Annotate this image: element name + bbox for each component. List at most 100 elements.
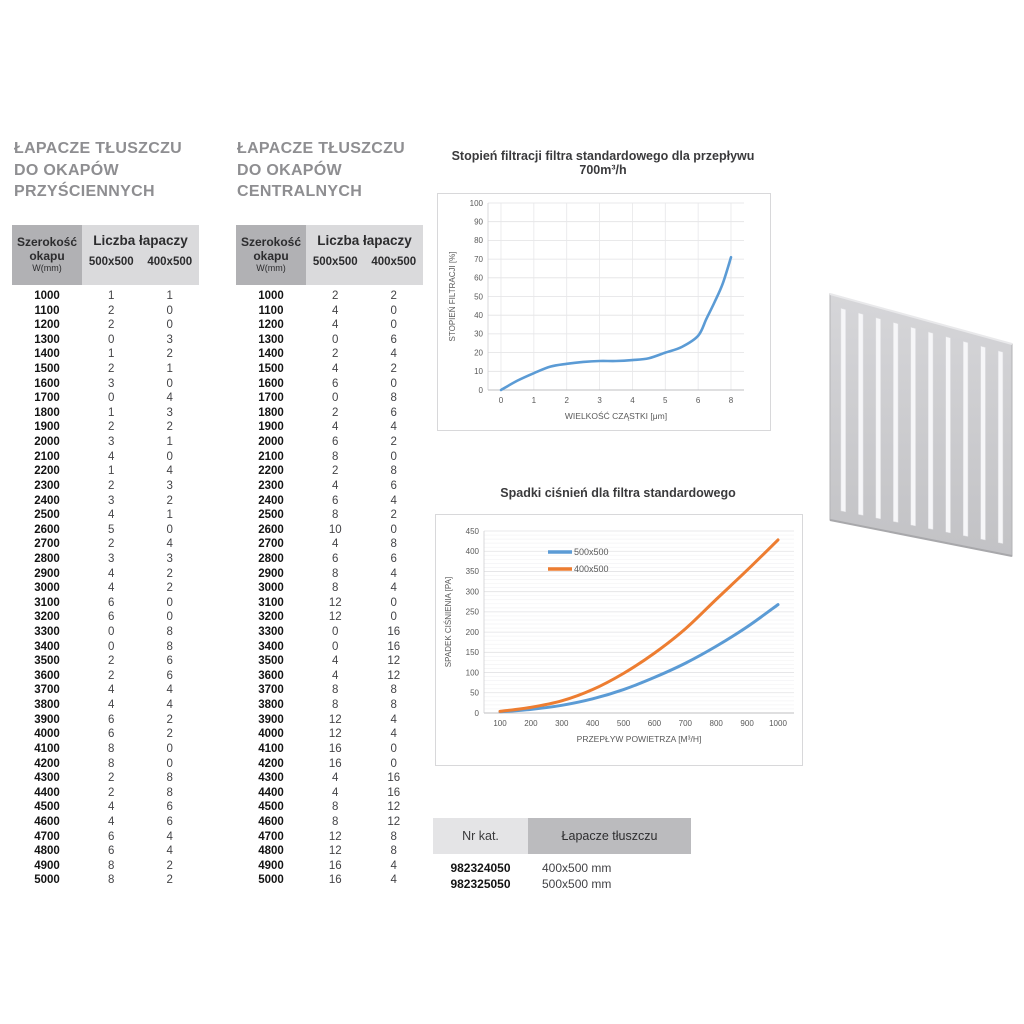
filter-slot xyxy=(980,345,986,541)
x-tick-label: 800 xyxy=(710,719,724,728)
cell-hood-width: 1400 xyxy=(34,348,60,361)
y-tick-label: 10 xyxy=(474,367,483,376)
table-row: 4300 2 8 xyxy=(12,771,199,786)
table-row: 1700 0 4 xyxy=(12,391,199,406)
cell-count-500x500: 2 xyxy=(332,465,339,478)
cell-hood-width: 2400 xyxy=(34,494,60,507)
cell-hood-width: 2900 xyxy=(34,567,60,580)
cell-count-500x500: 2 xyxy=(108,479,115,492)
cell-hood-width: 2300 xyxy=(258,479,284,492)
cell-hood-width: 3600 xyxy=(34,669,60,682)
y-tick-label: 300 xyxy=(466,587,480,596)
table-row: 3400 0 8 xyxy=(12,640,199,655)
wall-hoods-section-title: ŁAPACZE TŁUSZCZU DO OKAPÓW PRZYŚCIENNYCH xyxy=(14,138,214,203)
cell-count-500x500: 8 xyxy=(332,567,339,580)
cell-count-400x500: 8 xyxy=(390,699,397,712)
table-row: 1000 2 2 xyxy=(236,289,423,304)
cell-count-500x500: 3 xyxy=(108,436,115,449)
table-row: 3600 2 6 xyxy=(12,669,199,684)
cell-count-500x500: 0 xyxy=(332,640,339,653)
cell-count-500x500: 12 xyxy=(328,611,342,624)
cell-count-400x500: 0 xyxy=(390,611,397,624)
cell-count-400x500: 12 xyxy=(387,815,401,828)
cell-hood-width: 2200 xyxy=(258,465,284,478)
cell-count-500x500: 16 xyxy=(328,874,342,887)
cell-hood-width: 2600 xyxy=(34,523,60,536)
x-axis-title: WIELKOŚĆ CZĄSTKI [μm] xyxy=(565,410,667,421)
cell-count-400x500: 16 xyxy=(387,772,401,785)
cell-count-500x500: 0 xyxy=(332,392,339,405)
cell-count-400x500: 6 xyxy=(390,479,397,492)
cell-count-400x500: 4 xyxy=(390,728,397,741)
cell-count-500x500: 2 xyxy=(108,319,115,332)
cell-hood-width: 2100 xyxy=(34,450,60,463)
x-tick-label: 8 xyxy=(729,396,734,405)
cell-count-400x500: 16 xyxy=(387,786,401,799)
cell-count-500x500: 16 xyxy=(328,757,342,770)
cell-count-400x500: 3 xyxy=(166,479,173,492)
x-tick-label: 300 xyxy=(555,719,569,728)
header-text: Szerokość xyxy=(16,234,78,249)
filter-slot xyxy=(910,326,916,527)
table-row: 3200 12 0 xyxy=(236,610,423,625)
header-text: Liczba łapaczy xyxy=(317,233,412,248)
cell-hood-width: 4400 xyxy=(34,786,60,799)
filtration-chart-frame: 0 10 20 30 40 50 60 70 80 90 100 0 1 2 3 4 5 6 8 WIELKOŚĆ C… xyxy=(437,193,771,431)
cell-hood-width: 2800 xyxy=(34,552,60,565)
subheader-400x500: 400x500 xyxy=(147,256,193,268)
cell-count-400x500: 2 xyxy=(390,436,397,449)
grease-filter-image xyxy=(829,293,1013,557)
cell-count-500x500: 12 xyxy=(328,596,342,609)
cell-count-500x500: 4 xyxy=(332,655,339,668)
cell-count-400x500: 4 xyxy=(166,699,173,712)
width-header-cell: Szerokość okapu W(mm) xyxy=(236,225,306,285)
cell-count-500x500: 4 xyxy=(108,582,115,595)
x-tick-label: 3 xyxy=(597,396,602,405)
y-tick-label: 0 xyxy=(479,386,484,395)
wall-hoods-table: Szerokość okapu W(mm) Liczba łapaczy 500… xyxy=(12,225,199,888)
table-row: 2800 6 6 xyxy=(236,552,423,567)
header-text: okapu xyxy=(253,248,289,263)
table-row: 3700 8 8 xyxy=(236,683,423,698)
cell-count-500x500: 1 xyxy=(108,406,115,419)
table-row: 4000 6 2 xyxy=(12,727,199,742)
cell-count-500x500: 2 xyxy=(108,538,115,551)
table-row: 1200 4 0 xyxy=(236,318,423,333)
table-row: 1300 0 3 xyxy=(12,333,199,348)
x-tick-label: 2 xyxy=(564,396,569,405)
cell-count-500x500: 8 xyxy=(108,742,115,755)
cell-count-400x500: 8 xyxy=(166,626,173,639)
y-tick-label: 0 xyxy=(475,709,480,718)
cell-count-400x500: 1 xyxy=(166,290,173,302)
table-row: 1100 4 0 xyxy=(236,304,423,319)
cell-count-500x500: 0 xyxy=(108,392,115,405)
cell-count-400x500: 4 xyxy=(390,713,397,726)
series-line-400x500 xyxy=(498,538,780,713)
x-tick-label: 900 xyxy=(740,719,754,728)
cell-hood-width: 3900 xyxy=(34,713,60,726)
cell-count-400x500: 6 xyxy=(390,333,397,346)
cell-count-400x500: 6 xyxy=(166,801,173,814)
table-row: 3100 12 0 xyxy=(236,596,423,611)
cell-count-500x500: 0 xyxy=(108,640,115,653)
cell-count-500x500: 4 xyxy=(108,815,115,828)
cell-hood-width: 3700 xyxy=(34,684,60,697)
filter-slot xyxy=(928,331,934,530)
cell-count-400x500: 0 xyxy=(166,742,173,755)
cell-count-400x500: 2 xyxy=(166,494,173,507)
table-row: 3400 0 16 xyxy=(236,640,423,655)
catalog-body: 982324050 400x500 mm 982325050 500x500 mm xyxy=(433,860,691,892)
cell-count-400x500: 1 xyxy=(166,436,173,449)
count-header-cell: Liczba łapaczy 500x500 400x500 xyxy=(306,225,423,285)
cell-count-500x500: 4 xyxy=(332,363,339,376)
x-tick-label: 0 xyxy=(499,396,504,405)
cell-hood-width: 4000 xyxy=(34,728,60,741)
header-text: W(mm) xyxy=(32,263,62,274)
cell-count-400x500: 0 xyxy=(166,377,173,390)
cell-hood-width: 1200 xyxy=(34,319,60,332)
cell-hood-width: 1200 xyxy=(258,319,284,332)
cell-count-500x500: 1 xyxy=(108,290,115,302)
table-row: 4300 4 16 xyxy=(236,771,423,786)
cell-count-500x500: 2 xyxy=(332,290,339,302)
cell-count-500x500: 8 xyxy=(108,859,115,872)
